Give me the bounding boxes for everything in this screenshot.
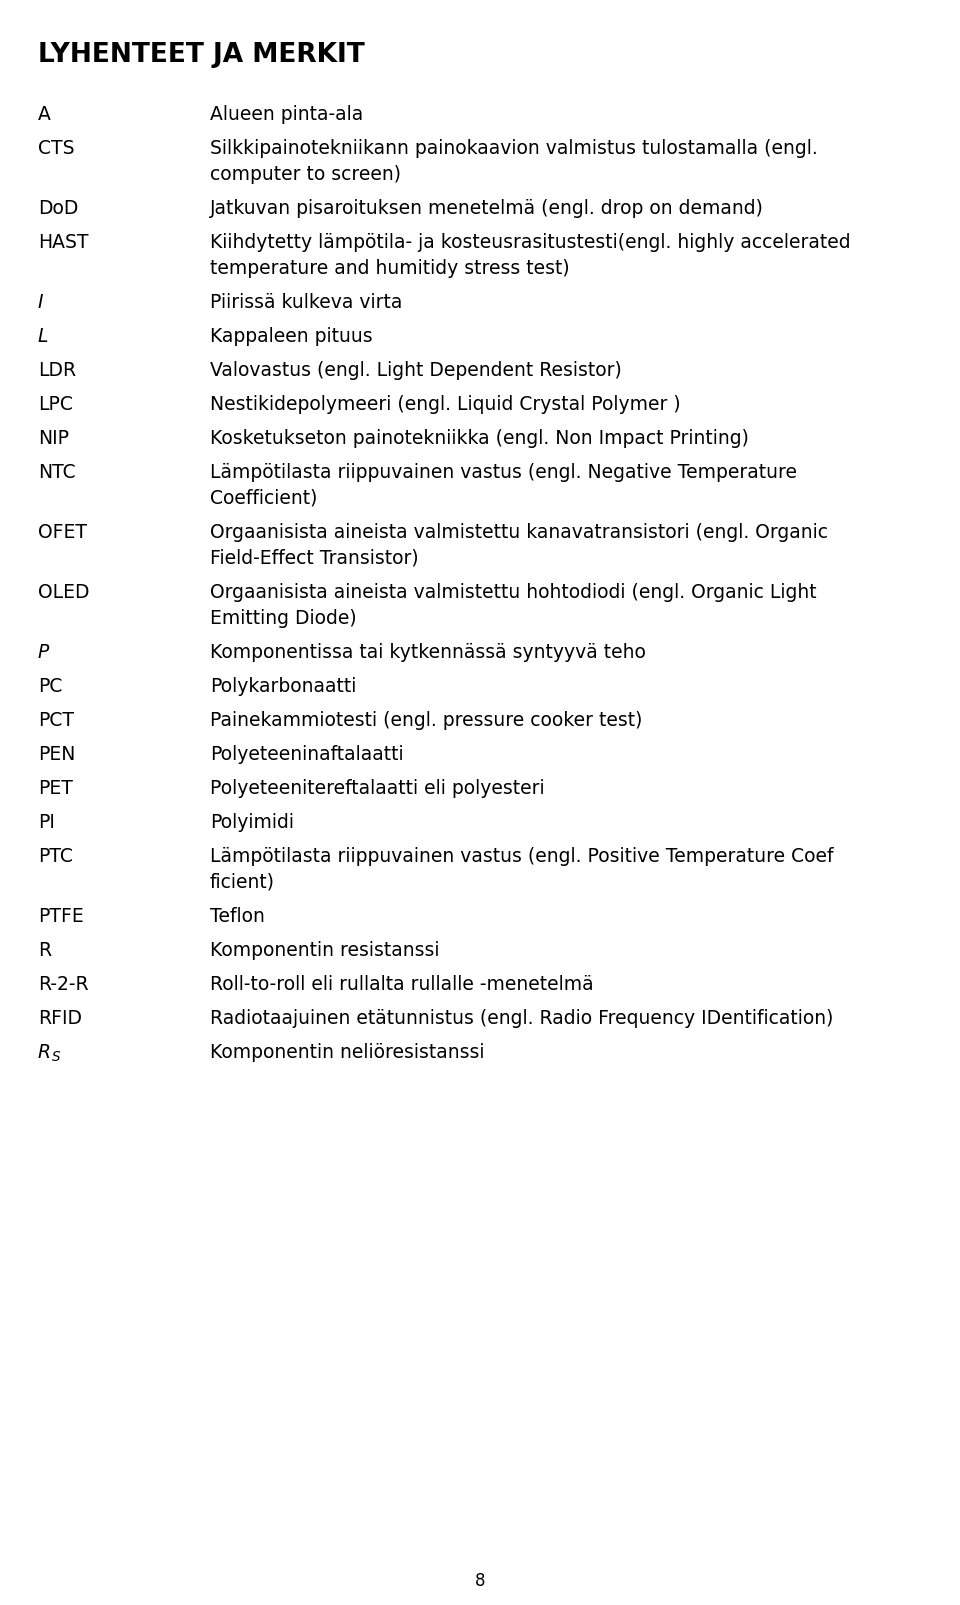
Text: RFID: RFID bbox=[38, 1008, 82, 1027]
Text: Polyeteeninaftalaatti: Polyeteeninaftalaatti bbox=[210, 745, 403, 764]
Text: Kappaleen pituus: Kappaleen pituus bbox=[210, 327, 372, 345]
Text: Jatkuvan pisaroituksen menetelmä (engl. drop on demand): Jatkuvan pisaroituksen menetelmä (engl. … bbox=[210, 199, 764, 218]
Text: Nestikidepolymeeri (engl. Liquid Crystal Polymer ): Nestikidepolymeeri (engl. Liquid Crystal… bbox=[210, 395, 681, 414]
Text: CTS: CTS bbox=[38, 140, 75, 157]
Text: Coefficient): Coefficient) bbox=[210, 488, 318, 507]
Text: Silkkipainotekniikann painokaavion valmistus tulostamalla (engl.: Silkkipainotekniikann painokaavion valmi… bbox=[210, 140, 818, 157]
Text: OFET: OFET bbox=[38, 523, 87, 541]
Text: computer to screen): computer to screen) bbox=[210, 165, 401, 185]
Text: PEN: PEN bbox=[38, 745, 76, 764]
Text: Emitting Diode): Emitting Diode) bbox=[210, 608, 356, 628]
Text: Komponentin neliöresistanssi: Komponentin neliöresistanssi bbox=[210, 1042, 485, 1061]
Text: PET: PET bbox=[38, 778, 73, 798]
Text: Polyimidi: Polyimidi bbox=[210, 812, 294, 831]
Text: LYHENTEET JA MERKIT: LYHENTEET JA MERKIT bbox=[38, 42, 365, 67]
Text: Field-Effect Transistor): Field-Effect Transistor) bbox=[210, 549, 419, 568]
Text: Lämpötilasta riippuvainen vastus (engl. Positive Temperature Coef: Lämpötilasta riippuvainen vastus (engl. … bbox=[210, 846, 833, 865]
Text: 8: 8 bbox=[475, 1571, 485, 1589]
Text: PI: PI bbox=[38, 812, 55, 831]
Text: R-2-R: R-2-R bbox=[38, 974, 88, 993]
Text: P: P bbox=[38, 642, 49, 661]
Text: Orgaanisista aineista valmistettu kanavatransistori (engl. Organic: Orgaanisista aineista valmistettu kanava… bbox=[210, 523, 828, 541]
Text: NTC: NTC bbox=[38, 462, 76, 481]
Text: PTFE: PTFE bbox=[38, 907, 84, 926]
Text: Roll-to-roll eli rullalta rullalle -menetelmä: Roll-to-roll eli rullalta rullalle -mene… bbox=[210, 974, 593, 993]
Text: Alueen pinta-ala: Alueen pinta-ala bbox=[210, 104, 363, 124]
Text: S: S bbox=[52, 1050, 60, 1064]
Text: DoD: DoD bbox=[38, 199, 79, 218]
Text: PCT: PCT bbox=[38, 711, 74, 730]
Text: Radiotaajuinen etätunnistus (engl. Radio Frequency IDentification): Radiotaajuinen etätunnistus (engl. Radio… bbox=[210, 1008, 833, 1027]
Text: Komponentin resistanssi: Komponentin resistanssi bbox=[210, 941, 440, 960]
Text: Lämpötilasta riippuvainen vastus (engl. Negative Temperature: Lämpötilasta riippuvainen vastus (engl. … bbox=[210, 462, 797, 481]
Text: LDR: LDR bbox=[38, 361, 76, 380]
Text: Kiihdytetty lämpötila- ja kosteusrasitustesti(engl. highly accelerated: Kiihdytetty lämpötila- ja kosteusrasitus… bbox=[210, 233, 851, 252]
Text: Teflon: Teflon bbox=[210, 907, 265, 926]
Text: R: R bbox=[38, 941, 51, 960]
Text: I: I bbox=[38, 292, 43, 311]
Text: Komponentissa tai kytkennässä syntyyvä teho: Komponentissa tai kytkennässä syntyyvä t… bbox=[210, 642, 646, 661]
Text: Polyeteenitereftalaatti eli polyesteri: Polyeteenitereftalaatti eli polyesteri bbox=[210, 778, 544, 798]
Text: A: A bbox=[38, 104, 51, 124]
Text: Orgaanisista aineista valmistettu hohtodiodi (engl. Organic Light: Orgaanisista aineista valmistettu hohtod… bbox=[210, 583, 817, 602]
Text: temperature and humitidy stress test): temperature and humitidy stress test) bbox=[210, 258, 569, 278]
Text: PTC: PTC bbox=[38, 846, 73, 865]
Text: Painekammiotesti (engl. pressure cooker test): Painekammiotesti (engl. pressure cooker … bbox=[210, 711, 642, 730]
Text: LPC: LPC bbox=[38, 395, 73, 414]
Text: Piirissä kulkeva virta: Piirissä kulkeva virta bbox=[210, 292, 402, 311]
Text: Kosketukseton painotekniikka (engl. Non Impact Printing): Kosketukseton painotekniikka (engl. Non … bbox=[210, 429, 749, 448]
Text: ficient): ficient) bbox=[210, 873, 275, 891]
Text: OLED: OLED bbox=[38, 583, 89, 602]
Text: Valovastus (engl. Light Dependent Resistor): Valovastus (engl. Light Dependent Resist… bbox=[210, 361, 622, 380]
Text: R: R bbox=[38, 1042, 51, 1061]
Text: HAST: HAST bbox=[38, 233, 88, 252]
Text: PC: PC bbox=[38, 677, 62, 695]
Text: NIP: NIP bbox=[38, 429, 69, 448]
Text: L: L bbox=[38, 327, 49, 345]
Text: Polykarbonaatti: Polykarbonaatti bbox=[210, 677, 356, 695]
